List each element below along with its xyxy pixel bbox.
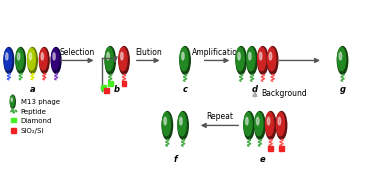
Text: a: a bbox=[29, 85, 35, 94]
Ellipse shape bbox=[244, 112, 254, 139]
Ellipse shape bbox=[119, 48, 127, 71]
Ellipse shape bbox=[268, 48, 276, 71]
Ellipse shape bbox=[4, 48, 14, 73]
Ellipse shape bbox=[162, 112, 170, 136]
Ellipse shape bbox=[236, 47, 246, 74]
Ellipse shape bbox=[28, 48, 35, 70]
Ellipse shape bbox=[268, 47, 278, 74]
Ellipse shape bbox=[338, 48, 345, 71]
Text: g: g bbox=[339, 85, 345, 94]
Ellipse shape bbox=[178, 112, 186, 136]
Text: e: e bbox=[260, 155, 266, 164]
Ellipse shape bbox=[39, 48, 49, 73]
Ellipse shape bbox=[180, 48, 188, 71]
Text: M13 phage: M13 phage bbox=[21, 99, 60, 105]
Ellipse shape bbox=[17, 53, 20, 60]
Ellipse shape bbox=[278, 117, 281, 125]
Text: b: b bbox=[114, 85, 120, 94]
Ellipse shape bbox=[162, 112, 172, 139]
Bar bbox=[104, 88, 109, 93]
Text: Background: Background bbox=[261, 89, 307, 98]
Ellipse shape bbox=[51, 48, 59, 70]
Ellipse shape bbox=[247, 48, 255, 71]
Ellipse shape bbox=[29, 53, 32, 60]
Ellipse shape bbox=[51, 48, 61, 73]
Text: Amplification: Amplification bbox=[192, 48, 242, 56]
Bar bbox=[108, 81, 113, 86]
Ellipse shape bbox=[178, 112, 188, 139]
Ellipse shape bbox=[255, 112, 265, 139]
Ellipse shape bbox=[259, 52, 262, 60]
Ellipse shape bbox=[276, 112, 285, 136]
Ellipse shape bbox=[244, 112, 252, 136]
Ellipse shape bbox=[247, 47, 257, 74]
Bar bbox=[279, 146, 284, 151]
Ellipse shape bbox=[119, 47, 129, 74]
Ellipse shape bbox=[338, 47, 348, 74]
Bar bbox=[11, 117, 16, 122]
Text: Diamond: Diamond bbox=[21, 117, 52, 124]
Text: c: c bbox=[183, 85, 187, 94]
Ellipse shape bbox=[258, 48, 266, 71]
Ellipse shape bbox=[121, 52, 123, 60]
Ellipse shape bbox=[41, 53, 43, 60]
Bar bbox=[268, 146, 273, 151]
Ellipse shape bbox=[238, 52, 240, 60]
Ellipse shape bbox=[105, 47, 115, 74]
Ellipse shape bbox=[276, 112, 287, 139]
Ellipse shape bbox=[265, 112, 276, 139]
Bar bbox=[11, 128, 16, 133]
Ellipse shape bbox=[266, 112, 274, 136]
Ellipse shape bbox=[180, 47, 190, 74]
Ellipse shape bbox=[105, 48, 113, 71]
Ellipse shape bbox=[53, 53, 55, 60]
Ellipse shape bbox=[107, 52, 109, 60]
Text: Repeat: Repeat bbox=[206, 112, 233, 122]
Ellipse shape bbox=[4, 48, 12, 70]
Ellipse shape bbox=[180, 117, 182, 125]
Text: f: f bbox=[174, 155, 177, 164]
Ellipse shape bbox=[339, 52, 342, 60]
Ellipse shape bbox=[181, 52, 184, 60]
Ellipse shape bbox=[10, 96, 14, 107]
Ellipse shape bbox=[16, 48, 23, 70]
Text: d: d bbox=[252, 85, 258, 94]
Ellipse shape bbox=[11, 98, 12, 102]
Ellipse shape bbox=[164, 117, 166, 125]
Bar bbox=[101, 85, 106, 90]
Bar bbox=[122, 81, 126, 86]
Ellipse shape bbox=[246, 117, 248, 125]
Ellipse shape bbox=[256, 117, 259, 125]
Ellipse shape bbox=[269, 52, 272, 60]
Text: Elution: Elution bbox=[135, 48, 161, 56]
Ellipse shape bbox=[6, 53, 8, 60]
Ellipse shape bbox=[258, 47, 268, 74]
Text: Selection: Selection bbox=[60, 48, 95, 56]
Ellipse shape bbox=[236, 48, 244, 71]
Ellipse shape bbox=[40, 48, 47, 70]
Ellipse shape bbox=[255, 112, 263, 136]
Ellipse shape bbox=[10, 95, 15, 108]
Ellipse shape bbox=[28, 48, 37, 73]
Ellipse shape bbox=[267, 117, 270, 125]
Ellipse shape bbox=[249, 52, 251, 60]
Ellipse shape bbox=[16, 48, 25, 73]
Text: Peptide: Peptide bbox=[21, 109, 46, 115]
Text: SiO₂/Si: SiO₂/Si bbox=[21, 128, 44, 134]
